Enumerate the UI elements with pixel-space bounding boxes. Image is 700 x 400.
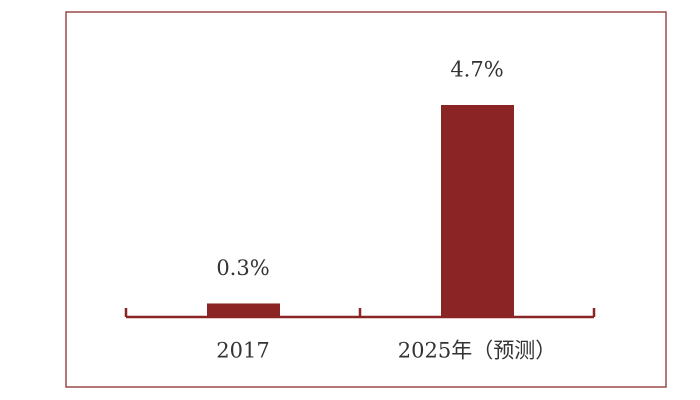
x-tick-label: 2025年（预测） bbox=[398, 339, 556, 363]
bar bbox=[441, 105, 514, 317]
value-label: 0.3% bbox=[216, 256, 269, 280]
bar bbox=[207, 303, 280, 317]
x-tick-label: 2017 bbox=[216, 339, 269, 363]
chart-frame bbox=[65, 11, 667, 388]
x-axis bbox=[124, 308, 596, 319]
value-label: 4.7% bbox=[450, 58, 503, 82]
